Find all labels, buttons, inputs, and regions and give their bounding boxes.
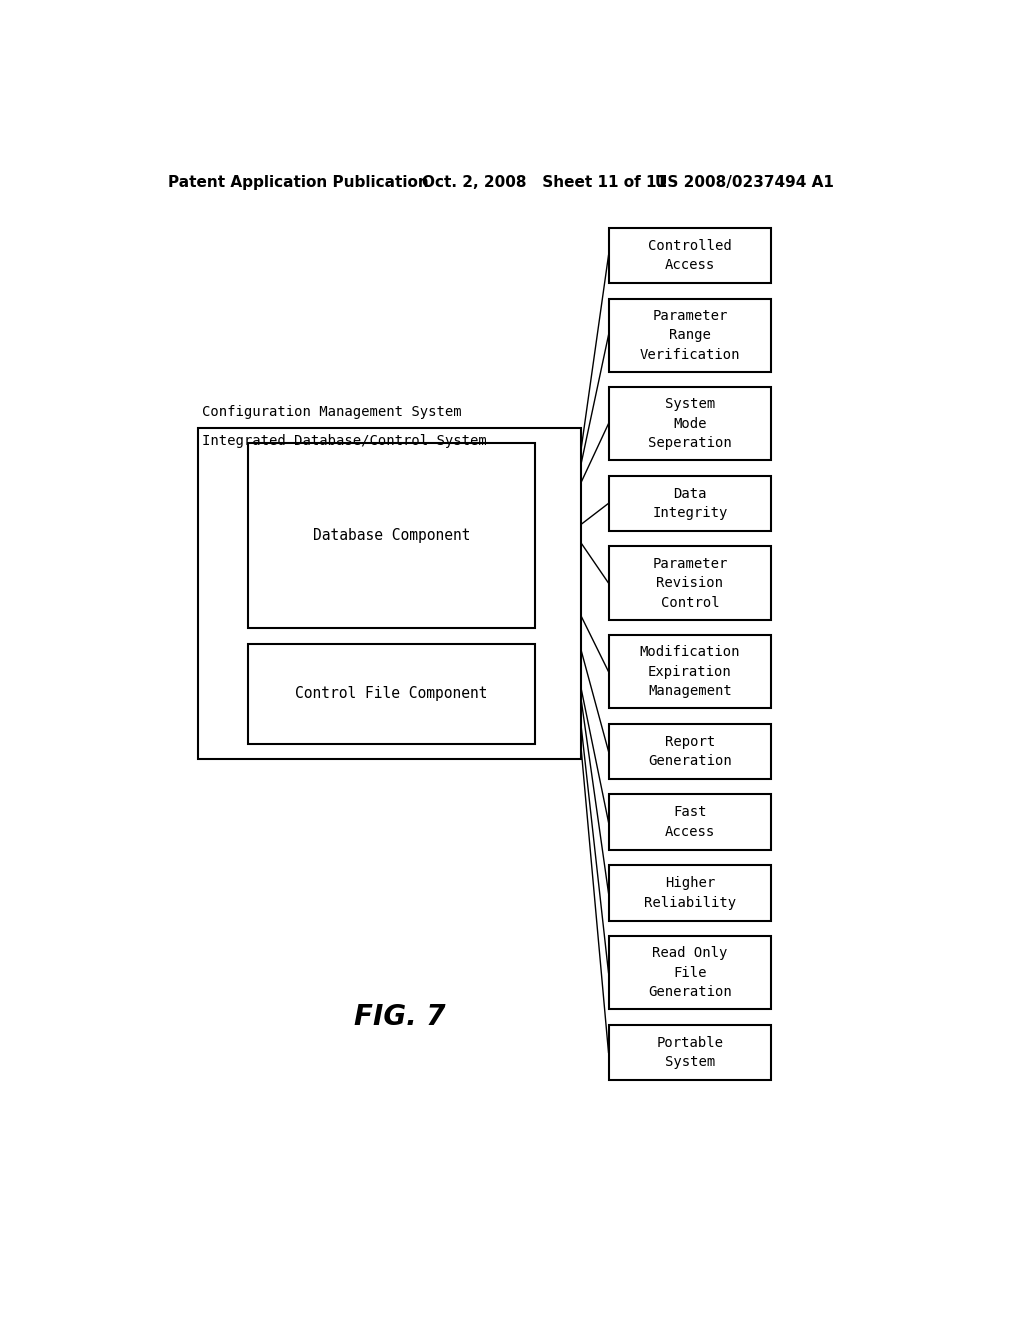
- FancyBboxPatch shape: [248, 444, 535, 628]
- Text: Integrated Database/Control System: Integrated Database/Control System: [202, 434, 486, 447]
- FancyBboxPatch shape: [608, 1024, 771, 1080]
- FancyBboxPatch shape: [608, 866, 771, 921]
- Text: Patent Application Publication: Patent Application Publication: [168, 176, 429, 190]
- FancyBboxPatch shape: [608, 546, 771, 619]
- FancyBboxPatch shape: [608, 475, 771, 531]
- Text: Modification
Expiration
Management: Modification Expiration Management: [640, 645, 740, 698]
- Text: Configuration Management System: Configuration Management System: [202, 405, 461, 418]
- FancyBboxPatch shape: [608, 795, 771, 850]
- Text: Report
Generation: Report Generation: [648, 734, 732, 768]
- FancyBboxPatch shape: [608, 635, 771, 708]
- Text: US 2008/0237494 A1: US 2008/0237494 A1: [655, 176, 834, 190]
- FancyBboxPatch shape: [248, 644, 535, 743]
- Text: Controlled
Access: Controlled Access: [648, 239, 732, 272]
- FancyBboxPatch shape: [608, 387, 771, 461]
- Text: FIG. 7: FIG. 7: [353, 1003, 445, 1031]
- FancyBboxPatch shape: [608, 723, 771, 779]
- Text: Parameter
Revision
Control: Parameter Revision Control: [652, 557, 728, 610]
- Text: Data
Integrity: Data Integrity: [652, 487, 728, 520]
- Text: Database Component: Database Component: [312, 528, 470, 544]
- Text: Portable
System: Portable System: [656, 1036, 723, 1069]
- FancyBboxPatch shape: [608, 298, 771, 372]
- Text: Higher
Reliability: Higher Reliability: [644, 876, 736, 909]
- Text: Control File Component: Control File Component: [295, 686, 487, 701]
- FancyBboxPatch shape: [608, 227, 771, 284]
- FancyBboxPatch shape: [198, 428, 582, 759]
- Text: Parameter
Range
Verification: Parameter Range Verification: [640, 309, 740, 362]
- Text: Fast
Access: Fast Access: [665, 805, 715, 840]
- Text: Read Only
File
Generation: Read Only File Generation: [648, 946, 732, 999]
- FancyBboxPatch shape: [608, 936, 771, 1010]
- Text: System
Mode
Seperation: System Mode Seperation: [648, 397, 732, 450]
- Text: Oct. 2, 2008   Sheet 11 of 11: Oct. 2, 2008 Sheet 11 of 11: [423, 176, 668, 190]
